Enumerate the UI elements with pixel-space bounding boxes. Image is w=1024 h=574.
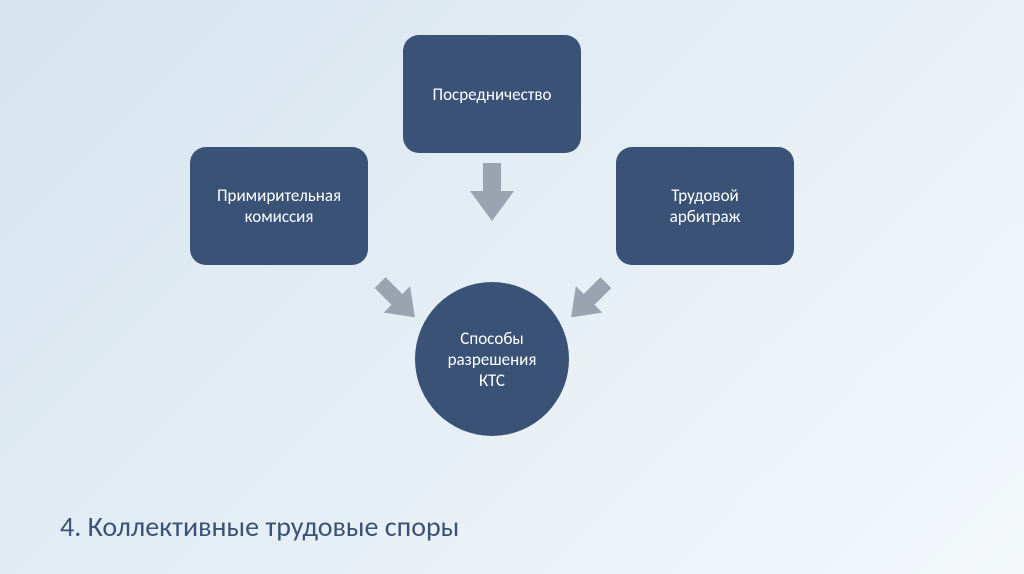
arrow-top-to-center — [470, 163, 514, 226]
node-center: СпособыразрешенияКТС — [415, 282, 569, 436]
page-title: 4. Коллективные трудовые споры — [60, 509, 459, 544]
node-left-label: Примирительнаякомиссия — [217, 185, 341, 227]
node-top-label: Посредничество — [433, 84, 552, 105]
node-right-label: Трудовойарбитраж — [670, 185, 741, 227]
arrow-left-to-center — [367, 269, 431, 333]
arrow-right-to-center — [555, 269, 619, 333]
node-right: Трудовойарбитраж — [616, 147, 794, 265]
diagram-canvas: Посредничество Примирительнаякомиссия Тр… — [0, 0, 1024, 574]
node-top: Посредничество — [403, 35, 581, 153]
node-center-label: СпособыразрешенияКТС — [448, 328, 537, 391]
page-title-text: 4. Коллективные трудовые споры — [60, 509, 459, 544]
node-left: Примирительнаякомиссия — [190, 147, 368, 265]
